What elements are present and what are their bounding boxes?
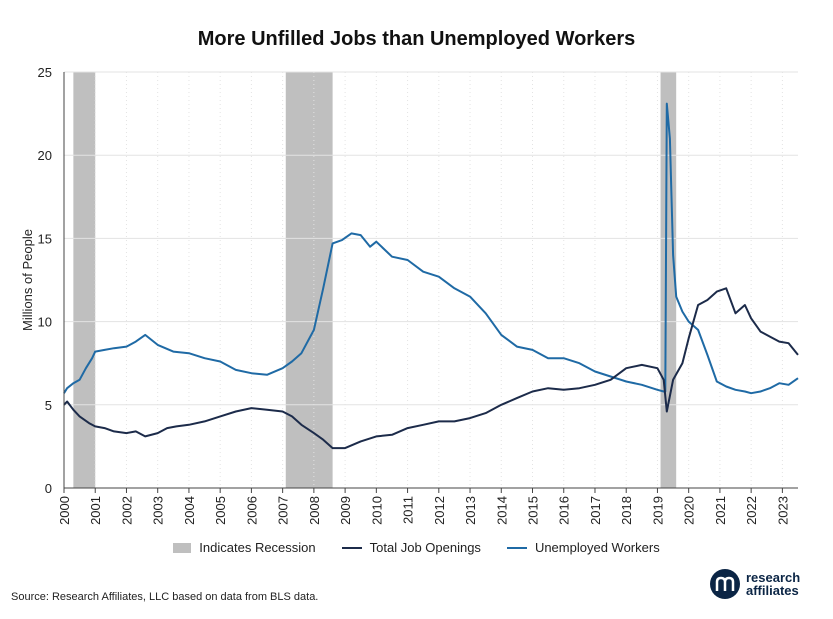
grid-lines xyxy=(63,71,798,488)
x-tick-label-2020: 2020 xyxy=(682,496,697,525)
x-tick-label-2005: 2005 xyxy=(213,496,228,525)
x-tick-label-2008: 2008 xyxy=(307,496,322,525)
x-tick-label-2016: 2016 xyxy=(557,496,572,525)
x-tick-label-2017: 2017 xyxy=(588,496,603,525)
x-tick-label-2013: 2013 xyxy=(463,496,478,525)
x-tick-label-2011: 2011 xyxy=(401,496,416,524)
y-tick-label-0: 0 xyxy=(45,481,52,496)
x-tick-label-2022: 2022 xyxy=(744,496,759,525)
x-tick-label-2010: 2010 xyxy=(369,496,384,525)
x-tick-label-2021: 2021 xyxy=(713,496,728,525)
y-tick-label-10: 10 xyxy=(38,315,52,330)
logo-line-2: affiliates xyxy=(746,583,799,598)
legend-item-job-openings: Total Job Openings xyxy=(341,540,481,555)
y-tick-label-25: 25 xyxy=(38,65,52,80)
chart-title: More Unfilled Jobs than Unemployed Worke… xyxy=(197,28,636,50)
x-tick-label-2006: 2006 xyxy=(244,496,259,525)
x-tick-label-2002: 2002 xyxy=(119,496,134,525)
legend-label-recession: Indicates Recession xyxy=(199,540,316,555)
logo-text: research affiliates xyxy=(746,571,800,597)
logo-line-1: research xyxy=(746,570,801,585)
legend-label-unemployed: Unemployed Workers xyxy=(534,540,660,555)
recession-bands xyxy=(73,72,677,488)
job-openings-line xyxy=(63,287,799,450)
legend-swatch-unemployed xyxy=(506,546,527,549)
x-tick-label-2003: 2003 xyxy=(151,496,166,525)
x-tick-label-2018: 2018 xyxy=(619,496,634,525)
unemployed-workers-line xyxy=(63,102,799,395)
axes: 0 5 10 15 20 25 2000 2001 2002 2003 2004 2005 2006 20… xyxy=(38,65,798,525)
y-tick-label-5: 5 xyxy=(45,398,52,413)
source-note: Source: Research Affiliates, LLC based o… xyxy=(11,591,319,603)
x-tick-label-2000: 2000 xyxy=(57,496,72,525)
x-tick-label-2015: 2015 xyxy=(526,496,541,525)
y-tick-label-15: 15 xyxy=(38,231,52,246)
y-axis-label: Millions of People xyxy=(20,229,35,331)
legend-label-job-openings: Total Job Openings xyxy=(369,540,481,555)
x-tick-label-2019: 2019 xyxy=(650,496,665,525)
x-tick-label-2004: 2004 xyxy=(182,496,197,525)
x-tick-label-2009: 2009 xyxy=(338,496,353,525)
research-affiliates-logo: research affiliates xyxy=(710,569,800,599)
legend-item-unemployed: Unemployed Workers xyxy=(506,540,660,555)
x-tick-label-2001: 2001 xyxy=(88,496,103,525)
x-tick-label-2012: 2012 xyxy=(432,496,447,525)
recession-band-2 xyxy=(660,72,677,488)
x-tick-label-2007: 2007 xyxy=(276,496,291,525)
x-tick-label-2014: 2014 xyxy=(494,496,509,525)
legend-swatch-recession xyxy=(173,542,192,553)
logo-mark-icon xyxy=(710,569,740,599)
y-tick-label-20: 20 xyxy=(38,148,52,163)
series-lines xyxy=(63,102,799,450)
legend: Indicates Recession Total Job Openings U… xyxy=(0,540,833,555)
recession-band-0 xyxy=(73,72,96,488)
x-tick-label-2023: 2023 xyxy=(775,496,790,525)
legend-item-recession: Indicates Recession xyxy=(173,540,316,555)
chart-plot: 0 5 10 15 20 25 2000 2001 2002 2003 2004 2005 2006 20… xyxy=(20,65,799,525)
legend-swatch-job-openings xyxy=(341,546,362,549)
